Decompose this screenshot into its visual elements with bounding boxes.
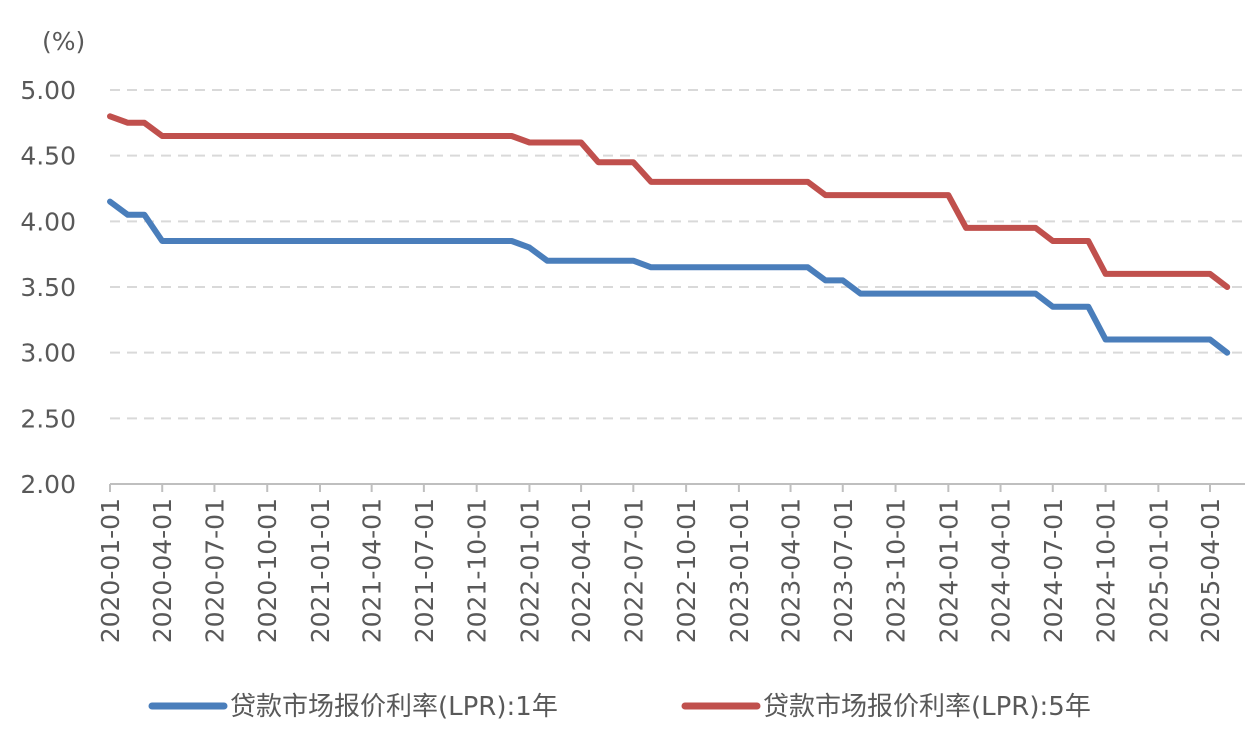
series-line-2 [107, 113, 1231, 290]
legend: 贷款市场报价利率(LPR):1年 贷款市场报价利率(LPR):5年 [148, 692, 1091, 722]
x-tick-label: 2020-07-01 [200, 498, 229, 643]
x-tick-label: 2022-10-01 [672, 498, 701, 643]
gridlines [110, 89, 1245, 420]
x-tick-label: 2022-01-01 [515, 498, 544, 643]
x-tick-label: 2025-01-01 [1144, 498, 1173, 643]
x-axis-ticks: 2020-01-01 2020-04-01 2020-07-01 2020-10-01… [96, 484, 1225, 643]
legend-label-1: 贷款市场报价利率(LPR):1年 [230, 692, 558, 722]
y-axis-ticks: 2.00 2.50 3.00 3.50 4.00 4.50 5.00 [20, 76, 76, 499]
x-tick-label: 2020-01-01 [96, 498, 125, 643]
legend-label-2: 贷款市场报价利率(LPR):5年 [763, 692, 1091, 722]
x-tick-label: 2021-04-01 [358, 498, 387, 643]
y-tick-label: 2.00 [20, 470, 76, 499]
x-tick-label: 2023-04-01 [777, 498, 806, 643]
y-tick-label: 4.00 [20, 207, 76, 236]
x-tick-label: 2024-07-01 [1039, 498, 1068, 643]
y-tick-label: 3.00 [20, 339, 76, 368]
x-tick-label: 2024-01-01 [934, 498, 963, 643]
x-tick-label: 2020-10-01 [253, 498, 282, 643]
series-line-1 [107, 198, 1231, 356]
y-tick-label: 2.50 [20, 404, 76, 433]
x-tick-label: 2024-10-01 [1092, 498, 1121, 643]
x-tick-label: 2023-10-01 [882, 498, 911, 643]
x-tick-label: 2021-01-01 [306, 498, 335, 643]
x-tick-label: 2024-04-01 [987, 498, 1016, 643]
x-tick-label: 2022-04-01 [567, 498, 596, 643]
x-tick-label: 2023-01-01 [725, 498, 754, 643]
x-tick-label: 2021-10-01 [463, 498, 492, 643]
x-tick-label: 2025-04-01 [1196, 498, 1225, 643]
x-tick-label: 2021-07-01 [410, 498, 439, 643]
y-tick-label: 3.50 [20, 273, 76, 302]
y-tick-label: 5.00 [20, 76, 76, 105]
y-axis-unit-label: (%) [42, 27, 85, 56]
series-lines [107, 113, 1231, 356]
x-tick-label: 2023-07-01 [829, 498, 858, 643]
x-tick-label: 2022-07-01 [619, 498, 648, 643]
x-tick-label: 2020-04-01 [148, 498, 177, 643]
y-tick-label: 4.50 [20, 142, 76, 171]
